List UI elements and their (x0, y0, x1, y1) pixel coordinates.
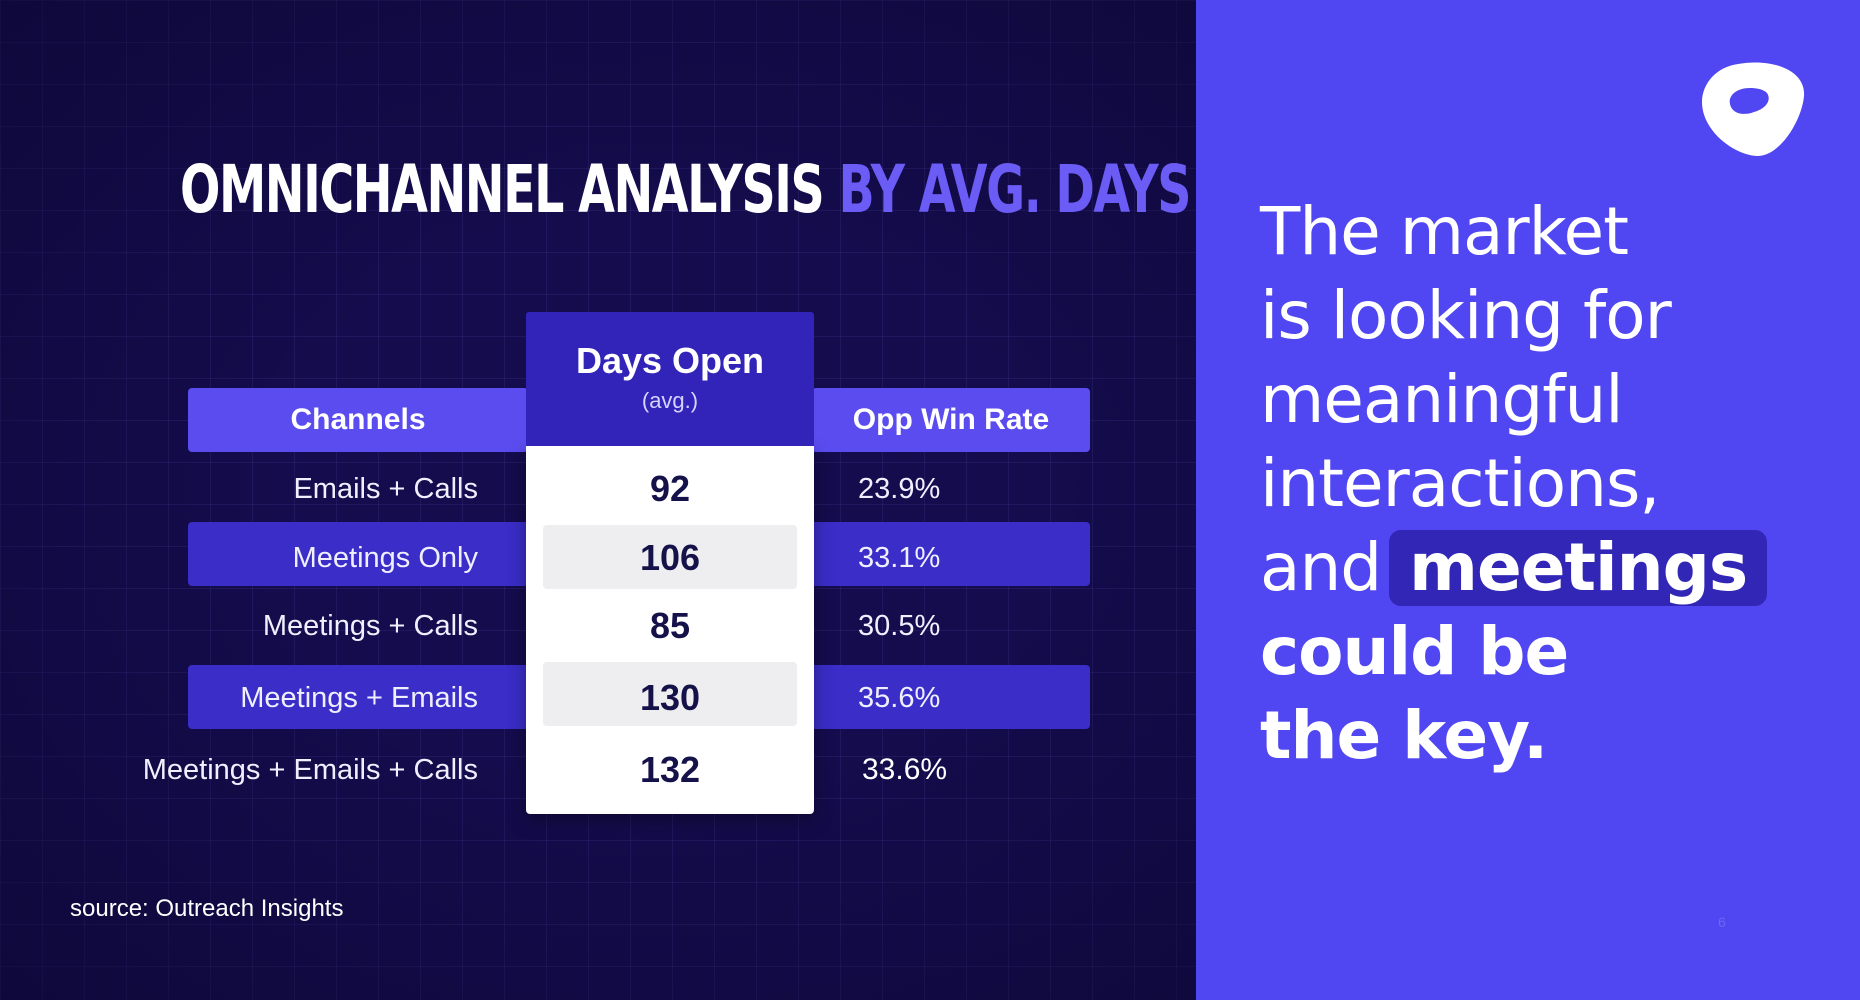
header-days-open-sublabel: (avg.) (641, 388, 699, 413)
quote-text: The market is looking for meaningful int… (1260, 190, 1768, 778)
cell-days-3: 85 (649, 605, 691, 646)
cell-win-3: 30.5% (858, 609, 941, 642)
cell-channel-3: Meetings + Calls (262, 609, 478, 642)
quote-line-6: could be (1260, 613, 1569, 690)
quote-line-7: the key. (1260, 697, 1548, 774)
slide-title: OMNICHANNEL ANALYSIS BY AVG. DAYS (180, 150, 1191, 230)
cell-days-5: 132 (639, 749, 701, 790)
cell-channel-2: Meetings Only (292, 541, 478, 574)
cell-days-4: 130 (639, 677, 701, 718)
header-days-open: Days Open (avg.) (526, 312, 814, 446)
cell-channel-5: Meetings + Emails + Calls (142, 753, 478, 786)
days-shade-row-2 (543, 525, 797, 589)
quote-line-3: meaningful (1260, 361, 1624, 438)
outreach-logo-icon (1702, 62, 1805, 157)
cell-win-4: 35.6% (858, 681, 941, 714)
title-accent: BY AVG. DAYS (838, 151, 1191, 228)
quote-line-1: The market (1260, 193, 1629, 270)
page-number: 6 (1718, 914, 1726, 930)
quote-highlight: meetings (1389, 530, 1768, 606)
days-shade-row-4 (543, 662, 797, 726)
cell-channel-1: Emails + Calls (293, 472, 478, 505)
cell-days-1: 92 (649, 468, 691, 509)
quote-line-5: and meetings (1260, 526, 1768, 610)
quote-line-5-prefix: and (1260, 529, 1382, 606)
days-open-column (526, 446, 814, 814)
header-win-rate: Opp Win Rate (812, 388, 1090, 452)
cell-win-1: 23.9% (858, 472, 941, 505)
header-days-open-label: Days Open (575, 340, 765, 381)
cell-win-5: 33.6% (862, 753, 948, 786)
quote-line-2: is looking for (1260, 277, 1672, 354)
right-panel (1196, 0, 1860, 1000)
header-win-rate-label: Opp Win Rate (852, 403, 1050, 436)
cell-win-2: 33.1% (858, 541, 941, 574)
header-channels: Channels (188, 388, 528, 452)
source-note: source: Outreach Insights (70, 895, 344, 922)
title-main: OMNICHANNEL ANALYSIS (180, 151, 825, 228)
header-channels-label: Channels (290, 403, 426, 436)
quote-line-4: interactions, (1260, 445, 1660, 522)
cell-channel-4: Meetings + Emails (240, 681, 478, 714)
cell-days-2: 106 (639, 537, 701, 578)
